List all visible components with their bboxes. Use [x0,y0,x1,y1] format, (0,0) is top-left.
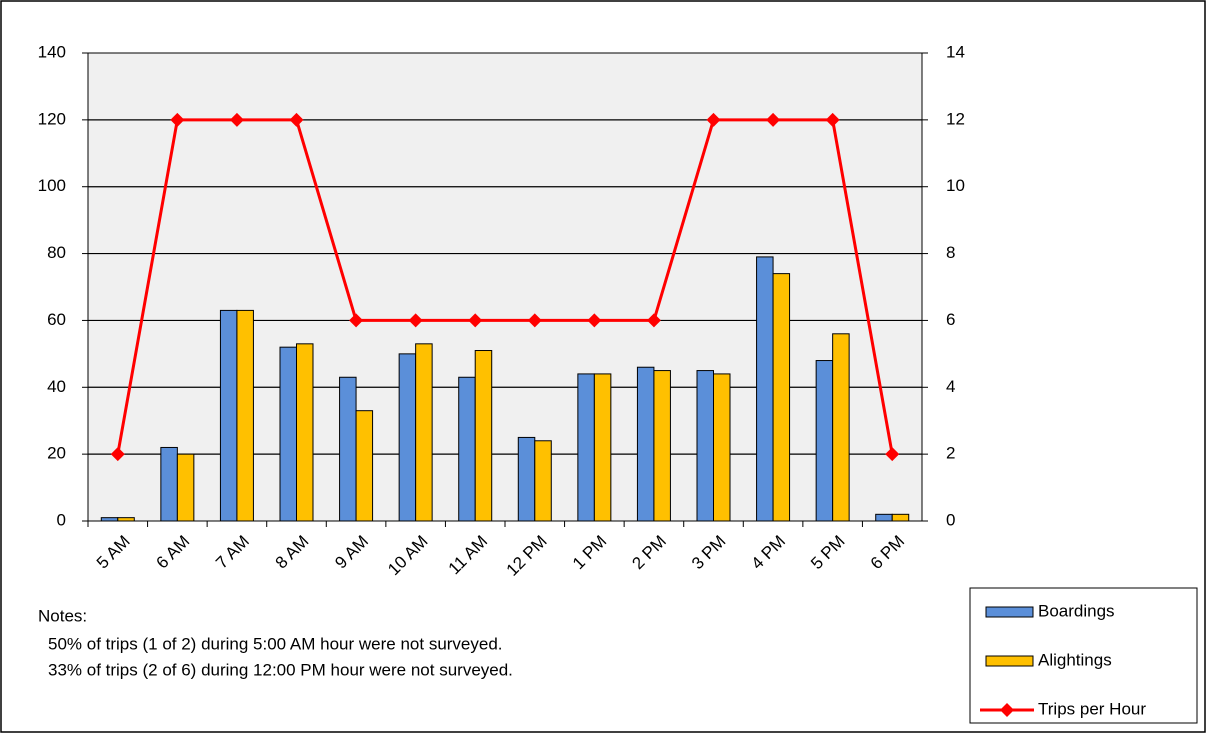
notes-title: Notes: [38,606,87,625]
bar [176,453,195,522]
legend-swatch [985,606,1034,618]
marker [587,313,602,328]
marker [349,313,364,328]
marker [110,447,125,462]
y2-tick-label: 4 [946,377,955,396]
bar [160,446,178,522]
bar [653,370,671,522]
y2-tick-label: 6 [946,310,955,329]
bar [279,346,297,522]
bar [832,333,850,522]
bar [636,366,655,522]
legend-label: Boardings [1038,601,1115,620]
bar [875,513,893,522]
y-tick-label: 40 [47,377,66,396]
bar [415,343,433,522]
bar [517,436,536,522]
bar [458,376,476,522]
y2-tick-label: 12 [946,109,965,128]
bar [219,309,238,522]
bar [236,309,254,522]
bar [772,273,791,522]
legend-label: Alightings [1038,650,1112,669]
y2-tick-label: 0 [946,510,955,529]
y2-tick-label: 8 [946,243,955,262]
marker [527,313,542,328]
y2-tick-label: 2 [946,444,955,463]
legend-marker [1000,703,1014,717]
bar [713,373,731,522]
y-tick-label: 60 [47,310,66,329]
marker [289,112,304,127]
bar [534,440,552,522]
bar [756,256,774,522]
legend-swatch [985,655,1034,667]
note: 33% of trips (2 of 6) during 12:00 PM ho… [48,660,513,679]
y-tick-label: 140 [38,42,66,61]
bar [398,353,417,522]
bar [891,513,910,522]
line [116,118,894,455]
marker [408,313,423,328]
y2-tick-label: 10 [946,176,965,195]
y-tick-label: 120 [38,109,66,128]
marker [766,112,781,127]
bar [696,370,714,522]
marker [885,447,900,462]
marker [706,112,721,127]
bar [577,373,595,522]
marker [646,313,661,328]
y-tick-label: 20 [47,444,66,463]
bar [100,517,119,522]
marker [468,313,483,328]
marker [170,112,185,127]
note: 50% of trips (1 of 2) during 5:00 AM hou… [48,634,503,653]
y-tick-label: 80 [47,243,66,262]
plot-area [87,52,923,522]
marker [229,112,244,127]
bar [355,410,374,522]
bar [296,343,314,522]
bar [474,350,493,522]
y-tick-label: 0 [57,510,66,529]
legend-label: Trips per Hour [1038,699,1146,718]
bar [815,360,834,522]
y-tick-label: 100 [38,176,66,195]
marker [825,112,840,127]
bar [593,373,612,522]
bar [117,517,135,522]
y2-tick-label: 14 [946,42,965,61]
bar [339,376,357,522]
